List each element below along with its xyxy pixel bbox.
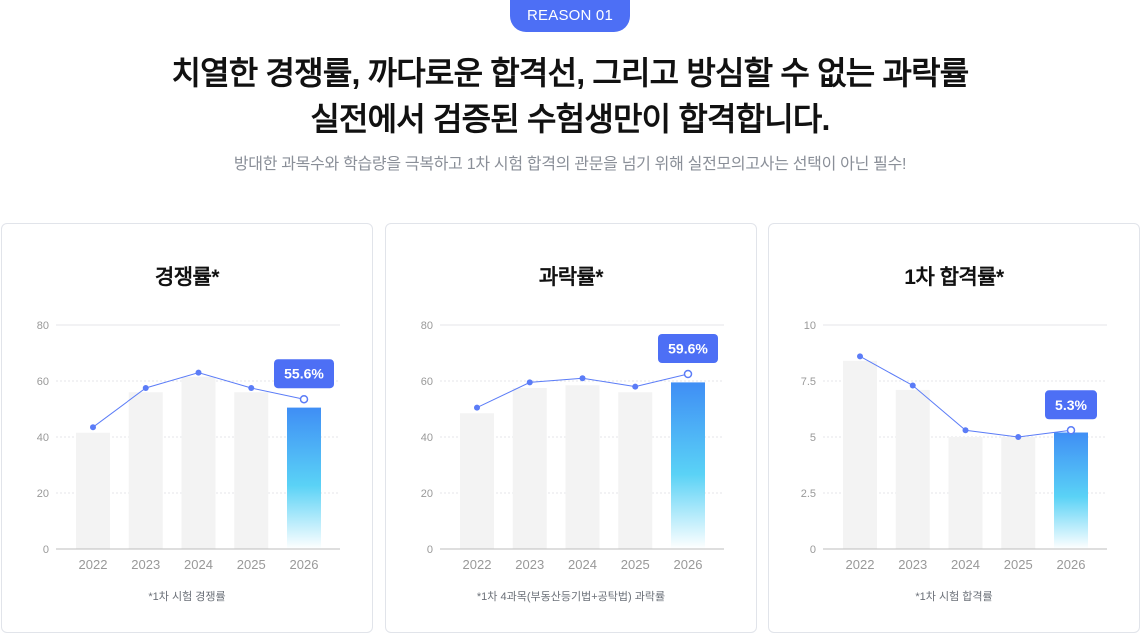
chart-footnote: *1차 시험 경쟁률 xyxy=(148,591,226,603)
y-tick-label: 0 xyxy=(810,544,816,556)
chart-footnote: *1차 시험 합격률 xyxy=(915,591,993,603)
bar xyxy=(895,389,930,549)
x-tick-label: 2023 xyxy=(898,557,927,572)
bar xyxy=(512,388,547,549)
y-tick-label: 40 xyxy=(421,432,433,444)
y-tick-label: 0 xyxy=(43,544,49,556)
trend-point xyxy=(683,369,693,379)
y-tick-label: 5 xyxy=(810,432,816,444)
x-tick-label: 2022 xyxy=(846,557,875,572)
reason-badge: REASON 01 xyxy=(510,0,630,32)
trend-point xyxy=(1066,426,1076,435)
y-tick-label: 0 xyxy=(427,544,433,556)
bar xyxy=(843,360,877,549)
trend-point xyxy=(909,382,916,389)
bar-highlight xyxy=(1054,432,1088,549)
x-tick-label: 2023 xyxy=(131,557,160,572)
trend-point xyxy=(474,404,480,411)
x-tick-label: 2025 xyxy=(1004,557,1033,572)
subheadline: 방대한 과목수와 학습량을 극복하고 1차 시험 합격의 관문을 넘기 위해 실… xyxy=(233,156,907,173)
chart-card-failure: 과락률* 0 20 40 60 80 2022 2023 2024 2025 2026 59.6% … xyxy=(385,223,757,633)
y-tick-label: 20 xyxy=(37,488,49,500)
trend-point xyxy=(526,379,533,386)
y-tick-label: 80 xyxy=(37,320,49,332)
bar xyxy=(565,385,600,549)
x-tick-label: 2026 xyxy=(674,557,703,572)
headline-line-1: 치열한 경쟁률, 까다로운 합격선, 그리고 방심할 수 없는 과락률 xyxy=(171,55,970,91)
value-callout xyxy=(1045,390,1097,420)
trend-point xyxy=(142,385,149,391)
trend-point xyxy=(299,394,309,404)
x-tick-label: 2024 xyxy=(951,557,980,572)
trend-point xyxy=(248,385,255,391)
bar xyxy=(618,392,653,549)
bar xyxy=(460,413,494,549)
y-tick-label: 80 xyxy=(421,320,433,332)
x-tick-label: 2022 xyxy=(79,557,108,572)
chart-footnote: *1차 4과목(부동산등기법+공탁법) 과락률 xyxy=(476,591,666,603)
trend-point xyxy=(962,427,969,434)
trend-point xyxy=(90,424,96,431)
y-tick-label: 60 xyxy=(421,376,433,388)
y-tick-label: 60 xyxy=(37,376,49,388)
value-callout xyxy=(274,359,334,389)
y-tick-label: 2.5 xyxy=(801,488,816,500)
y-tick-label: 40 xyxy=(37,432,49,444)
trend-point xyxy=(195,369,202,376)
x-tick-label: 2025 xyxy=(237,557,266,572)
bar xyxy=(76,432,110,549)
headline-line-2: 실전에서 검증된 수험생만이 합격합니다. xyxy=(310,101,830,137)
chart-competition-rate: 0 20 40 60 80 2022 2023 2024 2025 2026 55.6% xyxy=(37,320,340,572)
chart-failure-rate: 0 20 40 60 80 2022 2023 2024 2025 2026 59.6% xyxy=(421,320,724,572)
chart-title: 1차 합격률* xyxy=(904,266,1004,289)
chart-pass-rate: 0 2.5 5 7.5 10 2022 2023 2024 2025 2026 5.3% xyxy=(801,320,1107,572)
value-callout-label: 59.6% xyxy=(668,341,708,357)
x-tick-label: 2026 xyxy=(1057,557,1086,572)
value-callout xyxy=(658,334,718,363)
trend-point xyxy=(1015,434,1022,440)
x-tick-label: 2022 xyxy=(463,557,492,572)
x-tick-label: 2025 xyxy=(621,557,650,572)
chart-title: 경쟁률* xyxy=(154,266,220,289)
chart-card-competition: 경쟁률* 0 20 40 60 80 2022 2023 2024 2025 2026 55.6% … xyxy=(1,223,373,633)
trend-point xyxy=(857,353,863,360)
bar-highlight xyxy=(287,407,321,549)
trend-line xyxy=(859,355,1072,438)
trend-point xyxy=(579,375,586,382)
x-tick-label: 2026 xyxy=(290,557,319,572)
bar xyxy=(181,376,216,549)
y-tick-label: 20 xyxy=(421,488,433,500)
trend-point xyxy=(632,383,639,390)
x-tick-label: 2024 xyxy=(184,557,213,572)
y-tick-label: 10 xyxy=(804,320,816,332)
value-callout-label: 5.3% xyxy=(1055,397,1087,413)
bar-highlight xyxy=(671,382,705,549)
value-callout-label: 55.6% xyxy=(284,366,324,382)
bar xyxy=(128,392,163,549)
x-tick-label: 2023 xyxy=(515,557,544,572)
x-tick-label: 2024 xyxy=(568,557,597,572)
bar xyxy=(234,392,269,549)
bar xyxy=(948,437,983,549)
chart-title: 과락률* xyxy=(538,266,604,289)
y-tick-label: 7.5 xyxy=(801,376,816,388)
chart-card-pass: 1차 합격률* 0 2.5 5 7.5 10 2022 2023 2024 2025 2026 5.… xyxy=(768,223,1140,633)
bar xyxy=(1001,437,1036,549)
